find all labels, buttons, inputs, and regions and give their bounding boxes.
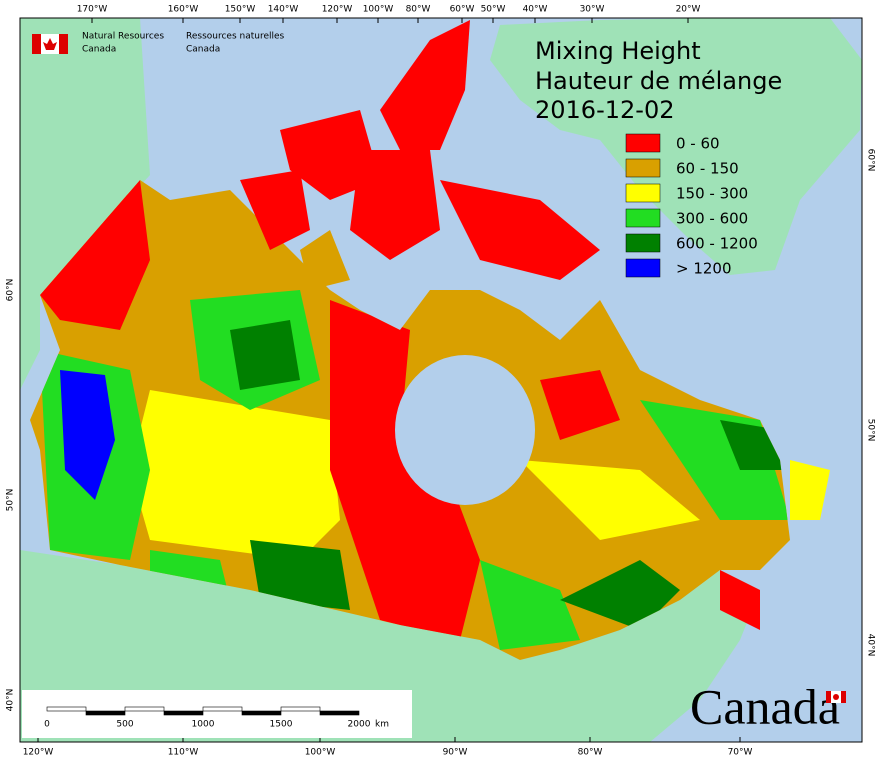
hudson-bay (395, 355, 535, 505)
longitude-label: 100°W (363, 5, 394, 15)
agency-fr: Canada (186, 45, 220, 55)
scale-segment (163, 710, 204, 716)
legend-label: 0 - 60 (676, 135, 720, 153)
scale-label: 1000 (192, 720, 215, 730)
scale-segment (202, 706, 243, 712)
legend-label: > 1200 (676, 260, 732, 278)
legend-swatch (625, 233, 661, 253)
scale-segment (124, 706, 165, 712)
scale-segment (319, 710, 360, 716)
longitude-label: 100°W (305, 748, 336, 758)
longitude-label: 140°W (268, 5, 299, 15)
longitude-label: 70°W (728, 748, 753, 758)
agency-fr: Ressources naturelles (186, 32, 285, 42)
longitude-label: 120°W (322, 5, 353, 15)
longitude-label: 30°W (580, 5, 605, 15)
latitude-label: 50°N (866, 419, 876, 442)
latitude-label: 50°N (6, 489, 16, 512)
scale-bar: 0 500 1000 1500 2000 km (22, 690, 412, 738)
arctic-islands (240, 20, 600, 280)
legend-swatch (625, 183, 661, 203)
longitude-label: 170°W (77, 5, 108, 15)
legend-swatch (625, 158, 661, 178)
scale-segment (46, 706, 87, 712)
scale-segment (280, 706, 321, 712)
scale-segment (241, 710, 282, 716)
nrcan-logo (32, 34, 68, 54)
legend-swatch (625, 133, 661, 153)
legend-label: 600 - 1200 (676, 235, 758, 253)
island (300, 230, 350, 290)
date: 2016-12-02 (535, 96, 674, 124)
latitude-label: 60°N (6, 279, 16, 302)
agency-en: Canada (82, 45, 116, 55)
scale-label: 500 (116, 720, 133, 730)
legend-label: 60 - 150 (676, 160, 739, 178)
newfoundland (790, 460, 830, 520)
wordmark-flag (826, 691, 846, 703)
longitude-label: 110°W (168, 748, 199, 758)
title: Hauteur de mélange (535, 67, 782, 95)
legend-swatch (625, 208, 661, 228)
longitude-label: 40°W (523, 5, 548, 15)
scale-label: 1500 (270, 720, 293, 730)
legend-label: 300 - 600 (676, 210, 748, 228)
longitude-label: 90°W (443, 748, 468, 758)
title: Mixing Height (535, 37, 701, 65)
scale-label: 0 (44, 720, 50, 730)
longitude-label: 20°W (676, 5, 701, 15)
maritimes (720, 570, 760, 630)
longitude-label: 80°W (406, 5, 431, 15)
longitude-label: 120°W (23, 748, 54, 758)
longitude-label: 150°W (225, 5, 256, 15)
wordmark: Canada (690, 678, 840, 734)
longitude-label: 160°W (168, 5, 199, 15)
longitude-label: 60°W (450, 5, 475, 15)
legend: 0 - 60 60 - 150 150 - 300 300 - 600 600 - 12… (625, 133, 758, 278)
map-frame (19, 17, 863, 743)
legend-swatch (625, 258, 661, 278)
graticule-labels: 170°W 160°W 150°W 140°W 120°W 100°W 80°W 60°W 50… (6, 5, 876, 758)
legend-label: 150 - 300 (676, 185, 748, 203)
scale-segment (85, 710, 126, 716)
scale-unit: km (375, 720, 389, 730)
longitude-label: 80°W (578, 748, 603, 758)
latitude-label: 40°N (6, 689, 16, 712)
latitude-label: 60°N (866, 149, 876, 172)
scale-label: 2000 (348, 720, 371, 730)
latitude-label: 40°N (866, 634, 876, 657)
longitude-label: 50°W (481, 5, 506, 15)
agency-en: Natural Resources (82, 32, 164, 42)
